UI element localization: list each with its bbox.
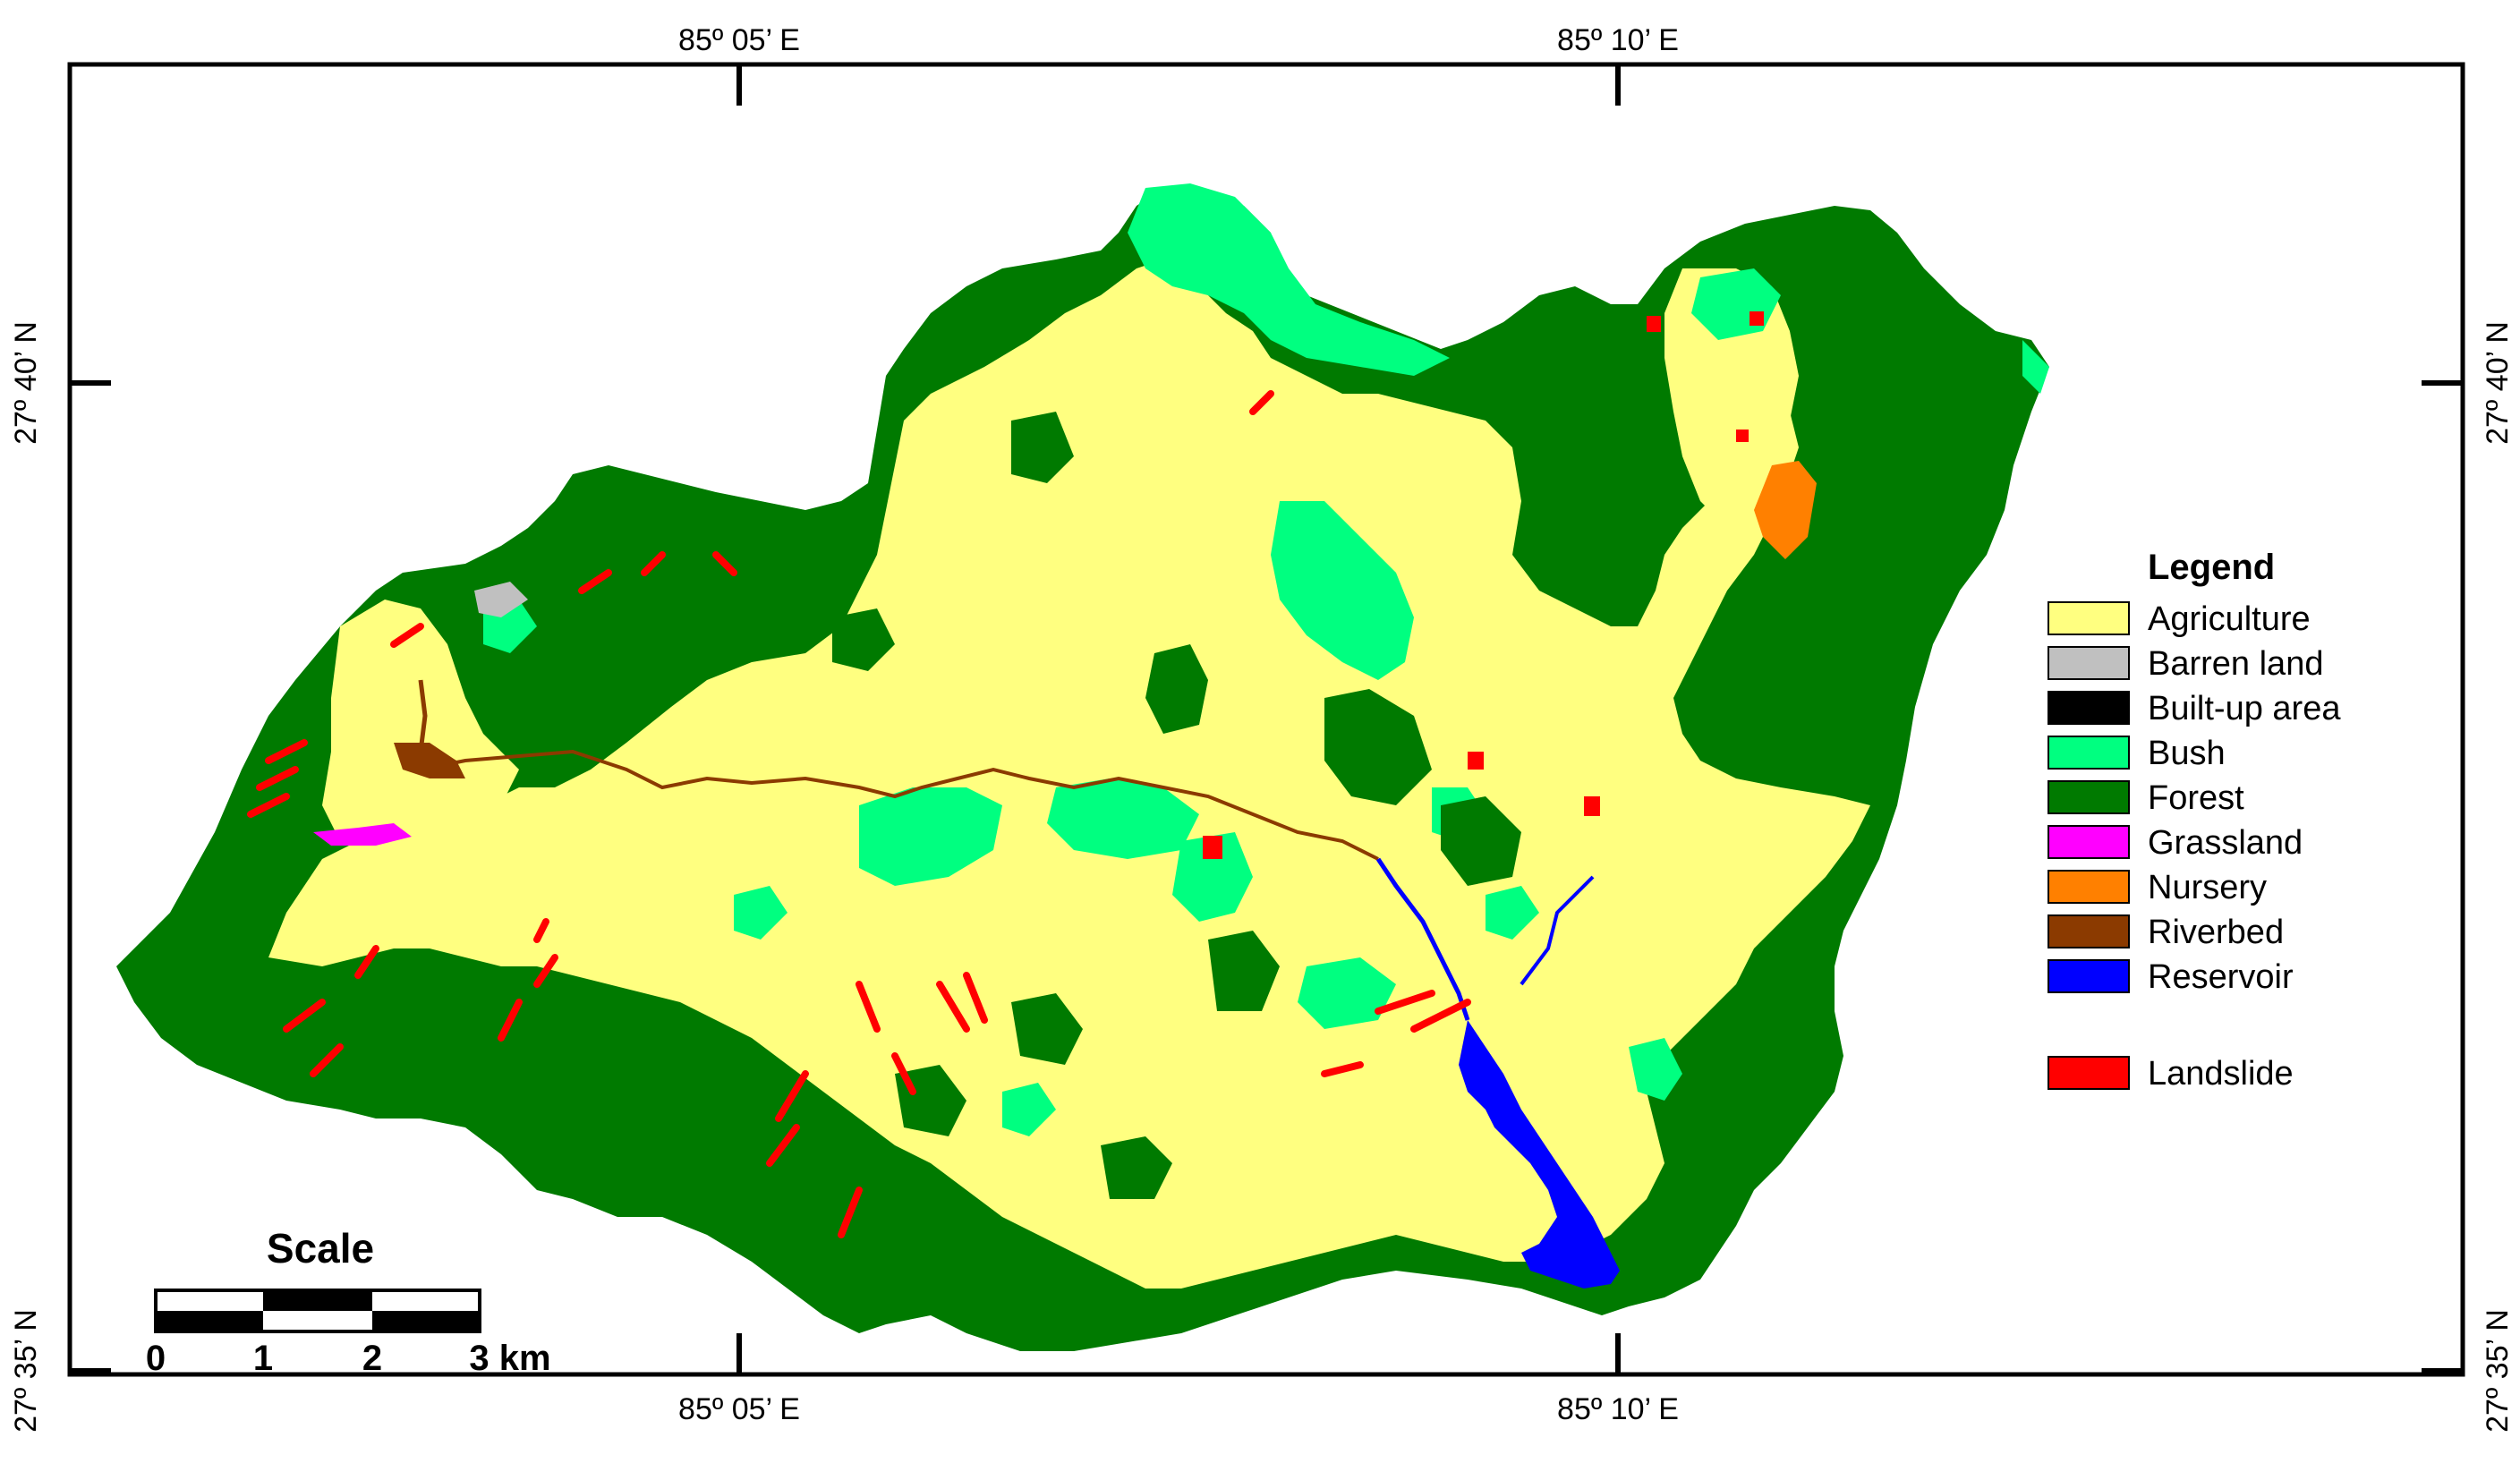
legend-item-agriculture: Agriculture	[2048, 600, 2423, 639]
legend-label: Reservoir	[2148, 958, 2294, 996]
coord-top-1: 85º 05’ E	[678, 23, 800, 57]
legend-item-bush: Bush	[2048, 734, 2423, 773]
legend-item-reservoir: Reservoir	[2048, 957, 2423, 997]
legend-swatch	[2048, 959, 2130, 993]
legend-label: Nursery	[2148, 869, 2268, 906]
coord-left-1: 27º 40’ N	[9, 321, 43, 445]
legend-label: Landslide	[2148, 1055, 2294, 1093]
coord-bottom-2: 85º 10’ E	[1557, 1392, 1679, 1426]
legend-label: Riverbed	[2148, 914, 2285, 951]
legend-swatch	[2048, 601, 2130, 635]
riverbed-delta	[394, 743, 465, 778]
nursery-patch	[1754, 461, 1817, 559]
riverbed-line	[420, 749, 1379, 861]
agriculture-west	[322, 600, 519, 859]
legend-item-nursery: Nursery	[2048, 868, 2423, 907]
coord-right-1: 27º 40’ N	[2481, 321, 2515, 445]
scale-label-3: 3 km	[469, 1339, 551, 1378]
legend-label: Built-up area	[2148, 690, 2341, 727]
legend-item-riverbed: Riverbed	[2048, 913, 2423, 952]
coord-top-2: 85º 10’ E	[1557, 23, 1679, 57]
legend-swatch	[2048, 691, 2130, 725]
legend-item-barren-land: Barren land	[2048, 644, 2423, 684]
scale-label-0: 0	[145, 1339, 166, 1378]
legend-label: Barren land	[2148, 645, 2324, 683]
agriculture-northeast	[1664, 268, 1799, 528]
legend-item-grassland: Grassland	[2048, 823, 2423, 863]
coord-left-2: 27º 35’ N	[9, 1309, 43, 1433]
legend-swatch	[2048, 1056, 2130, 1090]
reservoir-body	[1459, 1020, 1620, 1289]
riverbed-stream	[418, 679, 428, 753]
legend-swatch	[2048, 780, 2130, 814]
graticule-ticks	[70, 64, 2463, 1374]
landslide-marks	[247, 390, 1471, 1238]
legend-item-landslide: Landslide	[2048, 1054, 2423, 1093]
grassland-patch	[313, 823, 412, 846]
reservoir-channel	[1375, 857, 1470, 1021]
coord-right-2: 27º 35’ N	[2481, 1309, 2515, 1433]
coord-bottom-1: 85º 05’ E	[678, 1392, 800, 1426]
forest-islands	[832, 412, 1521, 1199]
legend-label: Agriculture	[2148, 600, 2311, 638]
scale-bar: Scale 0 1 2 3 km	[146, 1224, 551, 1385]
scale-label-2: 2	[362, 1339, 383, 1378]
legend-title: Legend	[2148, 548, 2276, 587]
barren-patch	[474, 582, 528, 617]
legend-label: Bush	[2148, 735, 2226, 772]
legend-swatch	[2048, 646, 2130, 680]
legend-swatch	[2048, 825, 2130, 859]
reservoir-branch	[1520, 875, 1595, 986]
landslide-blobs	[1203, 311, 1764, 859]
legend-item-built-up-area: Built-up area	[2048, 689, 2423, 728]
map-frame	[67, 62, 2465, 1377]
scale-label-1: 1	[252, 1339, 274, 1378]
scale-bar-graphic	[154, 1289, 481, 1333]
legend-swatch	[2048, 736, 2130, 770]
legend-swatch	[2048, 914, 2130, 948]
legend-swatch	[2048, 870, 2130, 904]
legend-label: Grassland	[2148, 824, 2303, 862]
legend-item-forest: Forest	[2048, 778, 2423, 818]
bush-patches	[483, 183, 2049, 1136]
scale-title: Scale	[266, 1225, 375, 1272]
legend-label: Forest	[2148, 779, 2244, 817]
